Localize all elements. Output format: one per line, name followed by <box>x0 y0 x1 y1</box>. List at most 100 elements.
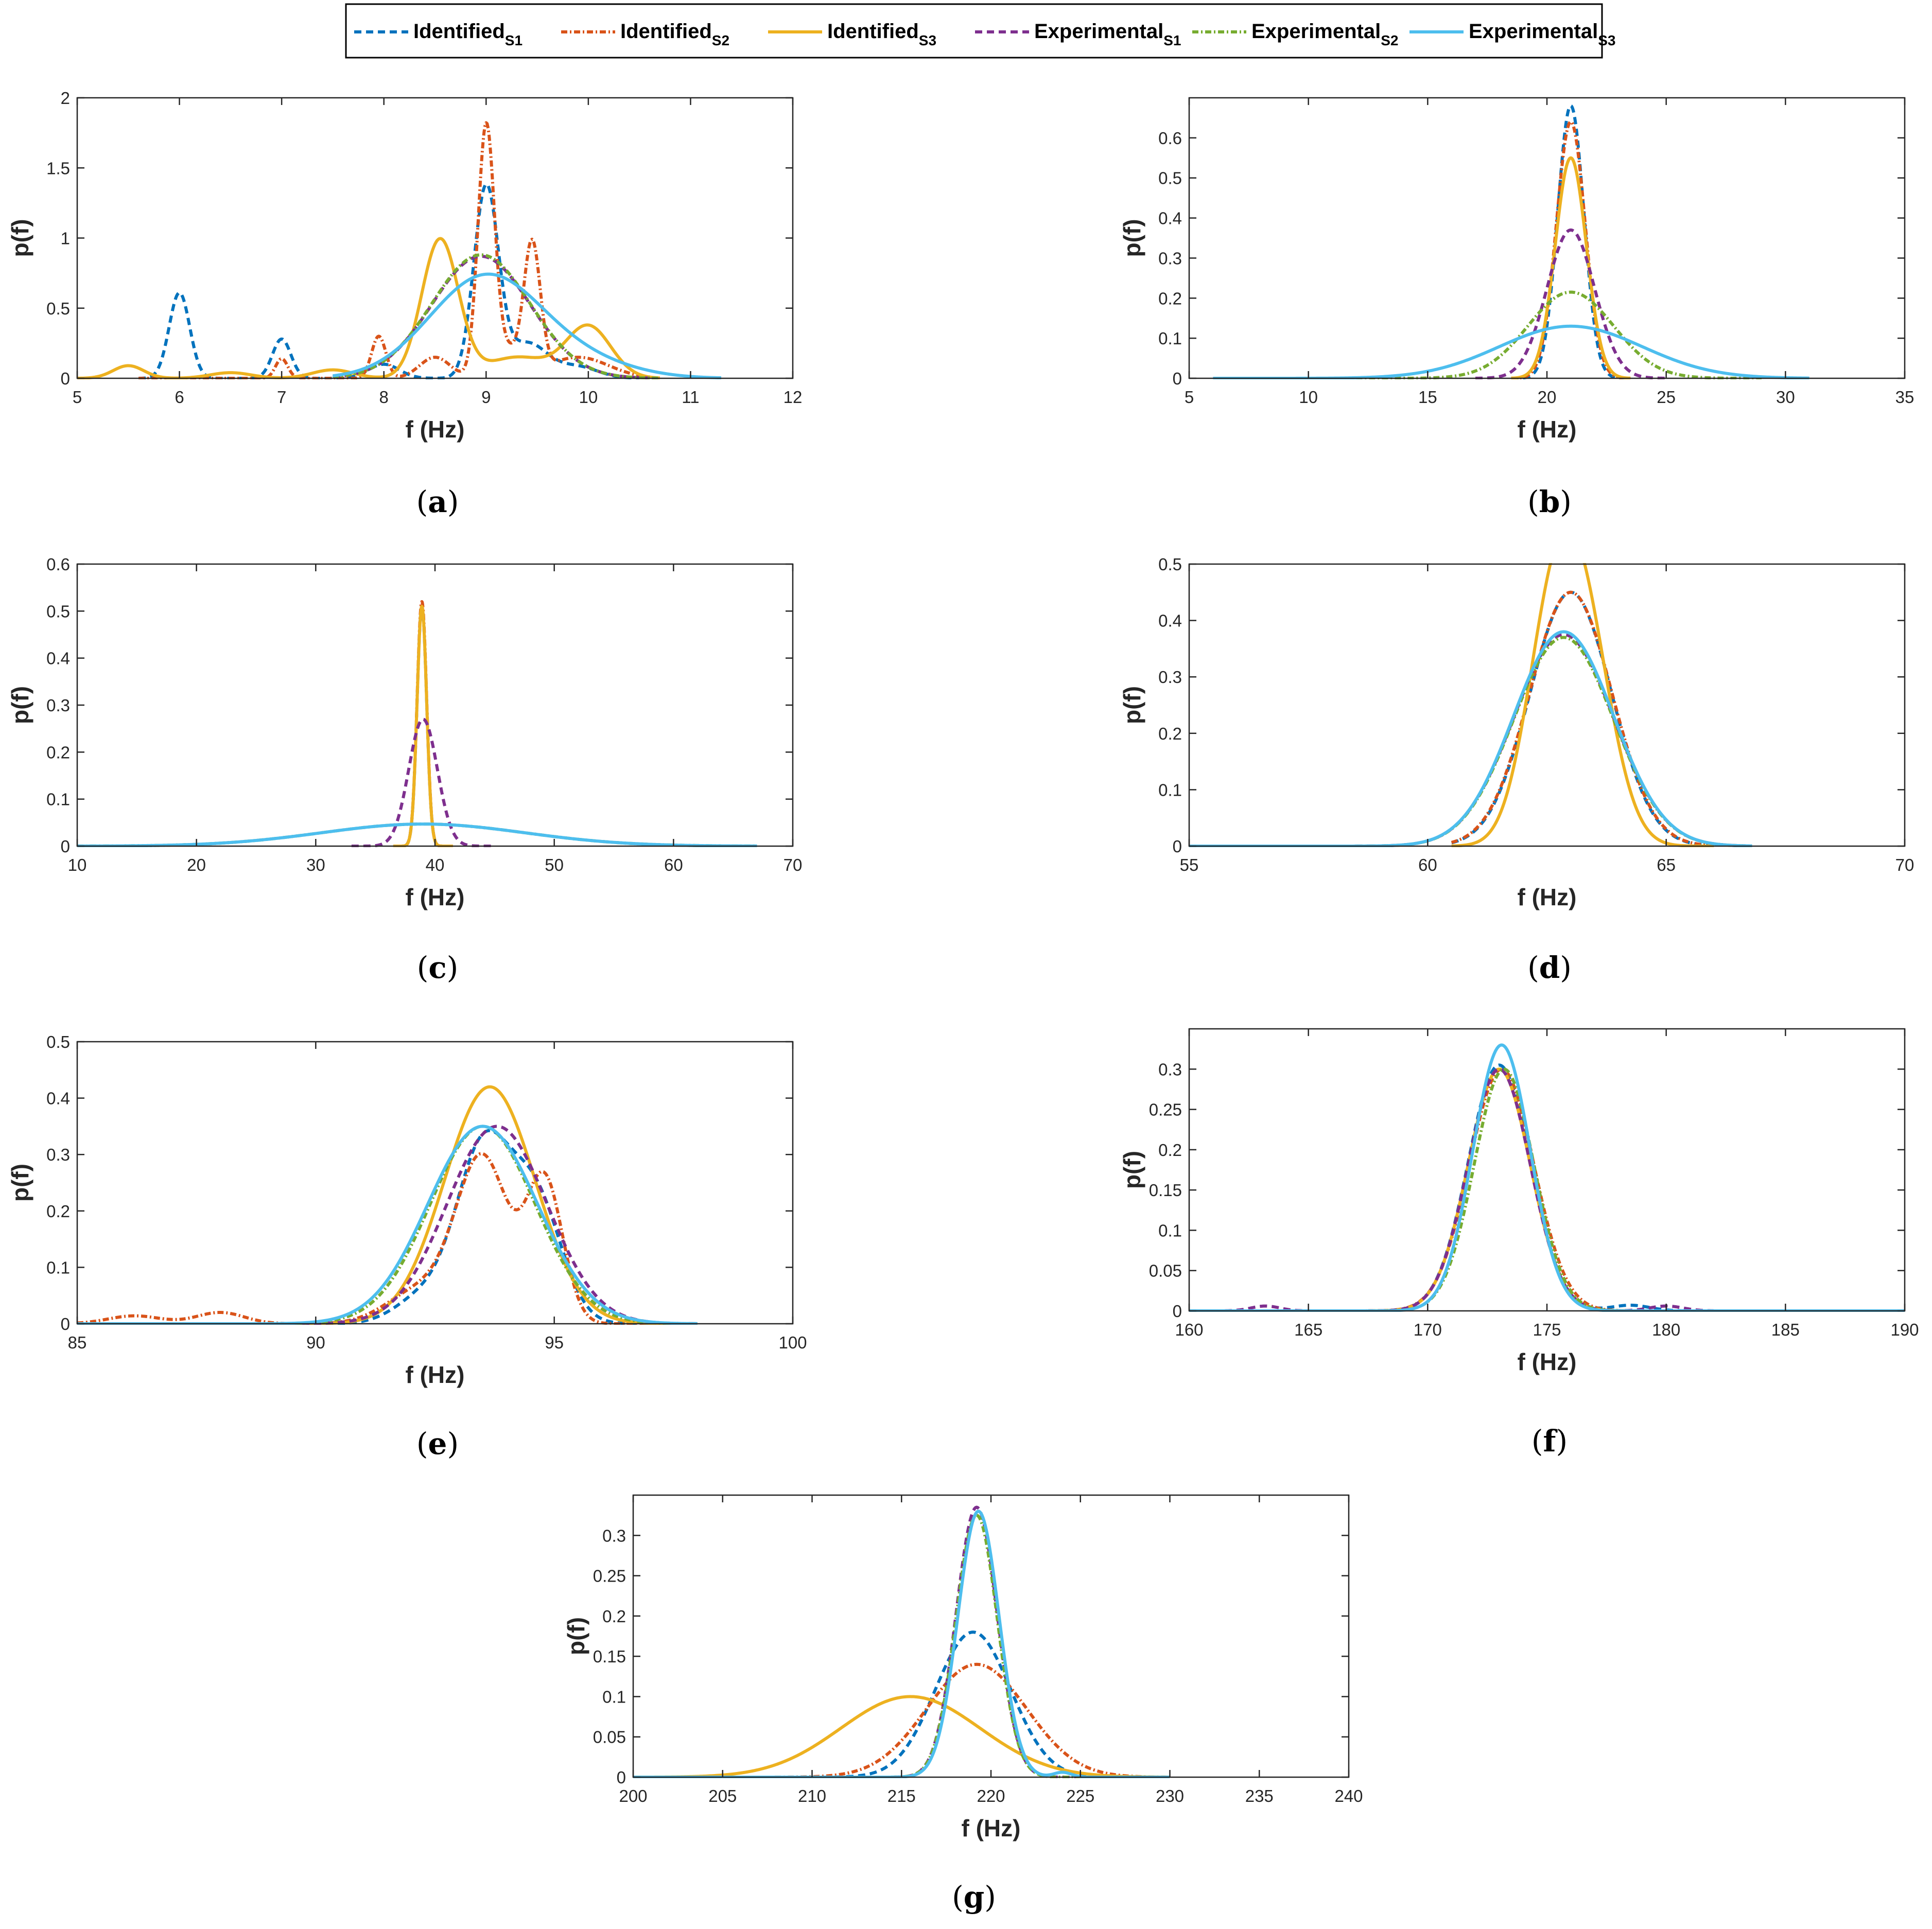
series-line-experimental-s3 <box>332 272 722 379</box>
y-tick-label: 0.05 <box>593 1728 626 1747</box>
y-tick-label: 1 <box>61 229 70 248</box>
y-tick-label: 2 <box>61 89 70 108</box>
series-line-identified-s1 <box>77 1129 698 1325</box>
plot-area <box>633 1495 1349 1777</box>
plot-area <box>1189 98 1905 378</box>
y-tick-label: 0.5 <box>46 602 70 621</box>
plot-area <box>1189 1029 1905 1311</box>
y-tick-label: 0.5 <box>46 299 70 318</box>
series-line-experimental-s3 <box>77 822 757 847</box>
x-tick-label: 7 <box>277 388 286 407</box>
legend-entry: IdentifiedS2 <box>561 20 729 48</box>
chart-panel-a: 5 6 7 8 9 10 11 12 0 0.5 1 1.5 2 f (Hz) p(f) (a) <box>7 89 802 519</box>
y-tick-label: 0.3 <box>1158 1060 1182 1079</box>
plot-area <box>77 98 793 378</box>
y-axis-label: p(f) <box>563 1617 589 1655</box>
x-axis-label: f (Hz) <box>962 1815 1021 1842</box>
panel-caption: (e) <box>416 1426 459 1461</box>
legend-entry: ExperimentalS1 <box>975 20 1181 48</box>
x-tick-label: 90 <box>306 1333 325 1352</box>
x-tick-label: 30 <box>1776 388 1795 407</box>
x-tick-label: 60 <box>1418 855 1437 874</box>
x-axis-label: f (Hz) <box>1518 416 1577 443</box>
x-tick-label: 220 <box>977 1786 1005 1805</box>
y-axis-label: p(f) <box>7 1164 33 1202</box>
x-tick-label: 50 <box>545 855 564 874</box>
y-axis-label: p(f) <box>1119 686 1145 724</box>
panel-caption: (g) <box>952 1880 996 1915</box>
x-axis-label: f (Hz) <box>1518 884 1577 910</box>
series-line-identified-s2 <box>77 1152 698 1325</box>
x-tick-label: 85 <box>68 1333 87 1352</box>
plot-area <box>77 1042 793 1324</box>
x-tick-label: 95 <box>545 1333 564 1352</box>
plot-area <box>77 564 793 846</box>
y-tick-label: 0.25 <box>593 1567 626 1586</box>
panel-caption: (a) <box>416 484 459 519</box>
chart-panel-g: 200 205 210 215 220 225 230 235 240 0 0.05 0.1 0.15 0… <box>563 1494 1363 1915</box>
y-tick-label: 0.1 <box>46 790 70 809</box>
x-axis-label: f (Hz) <box>406 1361 465 1388</box>
chart-panels: 5 6 7 8 9 10 11 12 0 0.5 1 1.5 2 f (Hz) p(f) (a) 5 10 15 20… <box>7 89 1919 1915</box>
y-tick-label: 0 <box>61 837 70 856</box>
y-tick-label: 0.1 <box>602 1687 626 1706</box>
x-tick-label: 12 <box>784 388 803 407</box>
x-tick-label: 60 <box>664 855 683 874</box>
y-tick-label: 1.5 <box>46 159 70 178</box>
chart-panel-e: 85 90 95 100 0 0.1 0.2 0.3 0.4 0.5 f (Hz) p(f) (e) <box>7 1032 807 1461</box>
legend-entry: ExperimentalS2 <box>1192 20 1398 48</box>
x-tick-label: 11 <box>682 388 699 407</box>
x-tick-label: 5 <box>1185 388 1194 407</box>
legend-entry: ExperimentalS3 <box>1409 20 1615 48</box>
y-tick-label: 0.5 <box>46 1032 70 1051</box>
y-tick-label: 0 <box>1173 837 1182 856</box>
y-tick-label: 0.6 <box>1158 129 1182 148</box>
axes-box <box>1188 563 1906 847</box>
legend-label: IdentifiedS1 <box>413 20 523 48</box>
x-tick-label: 205 <box>708 1786 737 1805</box>
axes-box <box>76 1041 794 1325</box>
y-axis-label: p(f) <box>1119 1151 1145 1189</box>
x-tick-label: 200 <box>619 1786 647 1805</box>
y-tick-label: 0.4 <box>1158 611 1182 630</box>
chart-panel-c: 10 20 30 40 50 60 70 0 0.1 0.2 0.3 0.4 0.5 0.6 f (Hz) p… <box>7 555 802 985</box>
y-axis-label: p(f) <box>7 686 33 724</box>
plot-area <box>1189 564 1905 846</box>
y-tick-label: 0 <box>617 1768 626 1787</box>
x-tick-label: 100 <box>778 1333 807 1352</box>
y-tick-label: 0.25 <box>1149 1100 1182 1119</box>
y-tick-label: 0.4 <box>46 649 70 668</box>
chart-panel-b: 5 10 15 20 25 30 35 0 0.1 0.2 0.3 0.4 0.5 0.6 f (Hz) p(… <box>1119 97 1914 519</box>
x-tick-label: 10 <box>579 388 598 407</box>
x-axis-label: f (Hz) <box>406 416 465 443</box>
x-tick-label: 70 <box>784 855 803 874</box>
x-tick-label: 35 <box>1895 388 1914 407</box>
series-line-experimental-s1 <box>1474 228 1667 379</box>
x-tick-label: 70 <box>1895 855 1914 874</box>
x-tick-label: 6 <box>175 388 184 407</box>
y-tick-label: 0.1 <box>1158 780 1182 799</box>
x-tick-label: 225 <box>1066 1786 1094 1805</box>
y-tick-label: 0.1 <box>46 1258 70 1277</box>
y-tick-label: 0 <box>1173 369 1182 388</box>
y-tick-label: 0.3 <box>46 696 70 715</box>
x-tick-label: 165 <box>1294 1320 1322 1339</box>
series-line-identified-s1 <box>1450 590 1715 847</box>
x-tick-label: 20 <box>187 855 206 874</box>
chart-panel-d: 55 60 65 70 0 0.1 0.2 0.3 0.4 0.5 f (Hz) p(f) (d) <box>1119 555 1914 985</box>
x-tick-label: 230 <box>1156 1786 1184 1805</box>
legend-entry: IdentifiedS1 <box>354 20 523 48</box>
x-tick-label: 55 <box>1180 855 1199 874</box>
series-line-experimental-s2 <box>332 253 661 379</box>
y-tick-label: 0.15 <box>1149 1181 1182 1200</box>
x-tick-label: 170 <box>1414 1320 1442 1339</box>
y-tick-label: 0.5 <box>1158 555 1182 574</box>
series-line-identified-s2 <box>1509 120 1632 379</box>
x-tick-label: 180 <box>1652 1320 1680 1339</box>
y-tick-label: 0.3 <box>1158 668 1182 687</box>
y-tick-label: 0.2 <box>1158 289 1182 308</box>
y-tick-label: 0.2 <box>1158 724 1182 743</box>
y-tick-label: 0.5 <box>1158 169 1182 188</box>
legend-label: ExperimentalS1 <box>1034 20 1181 48</box>
